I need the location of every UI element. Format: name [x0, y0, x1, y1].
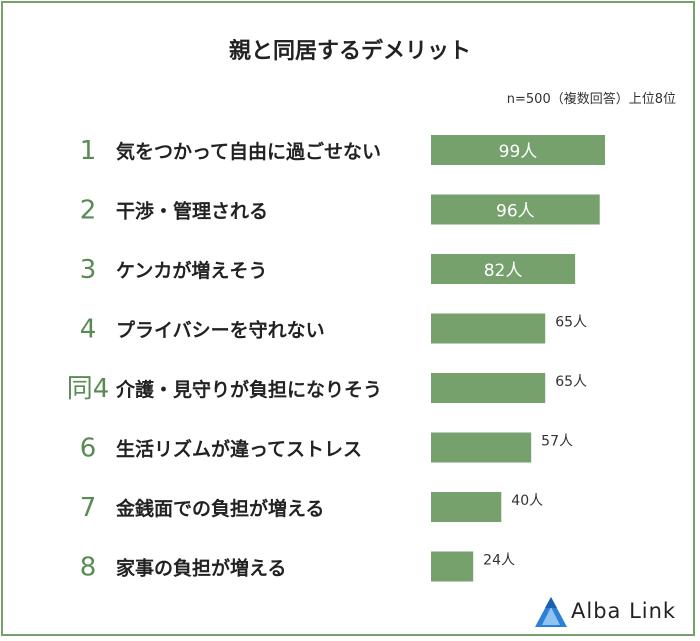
category-label: プライバシーを守れない	[116, 319, 325, 342]
rank-label: 3	[80, 255, 97, 285]
category-label: 干渉・管理される	[116, 200, 268, 223]
bar	[431, 254, 576, 284]
value-label: 65人	[555, 374, 587, 390]
value-label: 40人	[511, 493, 543, 509]
chart-title: 親と同居するデメリット	[228, 39, 471, 64]
category-label: 生活リズムが違ってストレス	[116, 438, 362, 461]
rank-label: 8	[80, 553, 97, 583]
bar	[431, 492, 502, 522]
rank-label: 1	[80, 136, 97, 166]
bar	[431, 313, 546, 344]
bar	[431, 373, 546, 403]
value-label: 57人	[541, 434, 573, 450]
category-label: 金銭面での負担が増える	[115, 497, 324, 520]
sample-note: n=500（複数回答）上位8位	[506, 92, 676, 107]
bar	[431, 194, 600, 225]
value-label: 82人	[484, 261, 523, 281]
category-label: 介護・見守りが負担になりそう	[115, 378, 382, 401]
rank-label: 6	[80, 434, 97, 464]
bar	[431, 551, 474, 582]
value-label: 96人	[496, 202, 535, 222]
bar	[431, 432, 532, 463]
value-label: 65人	[555, 315, 587, 331]
logo-text: Alba Link	[571, 599, 677, 623]
rank-label: 2	[80, 196, 97, 226]
category-label: ケンカが増えそう	[116, 259, 267, 282]
rank-label: 同4	[67, 374, 110, 404]
value-label: 99人	[499, 142, 538, 162]
rank-label: 4	[80, 315, 97, 345]
category-label: 家事の負担が増える	[116, 557, 286, 580]
rank-label: 7	[80, 493, 97, 523]
value-label: 24人	[483, 553, 515, 569]
category-label: 気をつかって自由に過ごせない	[116, 140, 381, 163]
bar	[431, 135, 605, 165]
alba-link-logo: Alba Link	[533, 595, 693, 631]
logo-mark-icon	[535, 597, 567, 627]
